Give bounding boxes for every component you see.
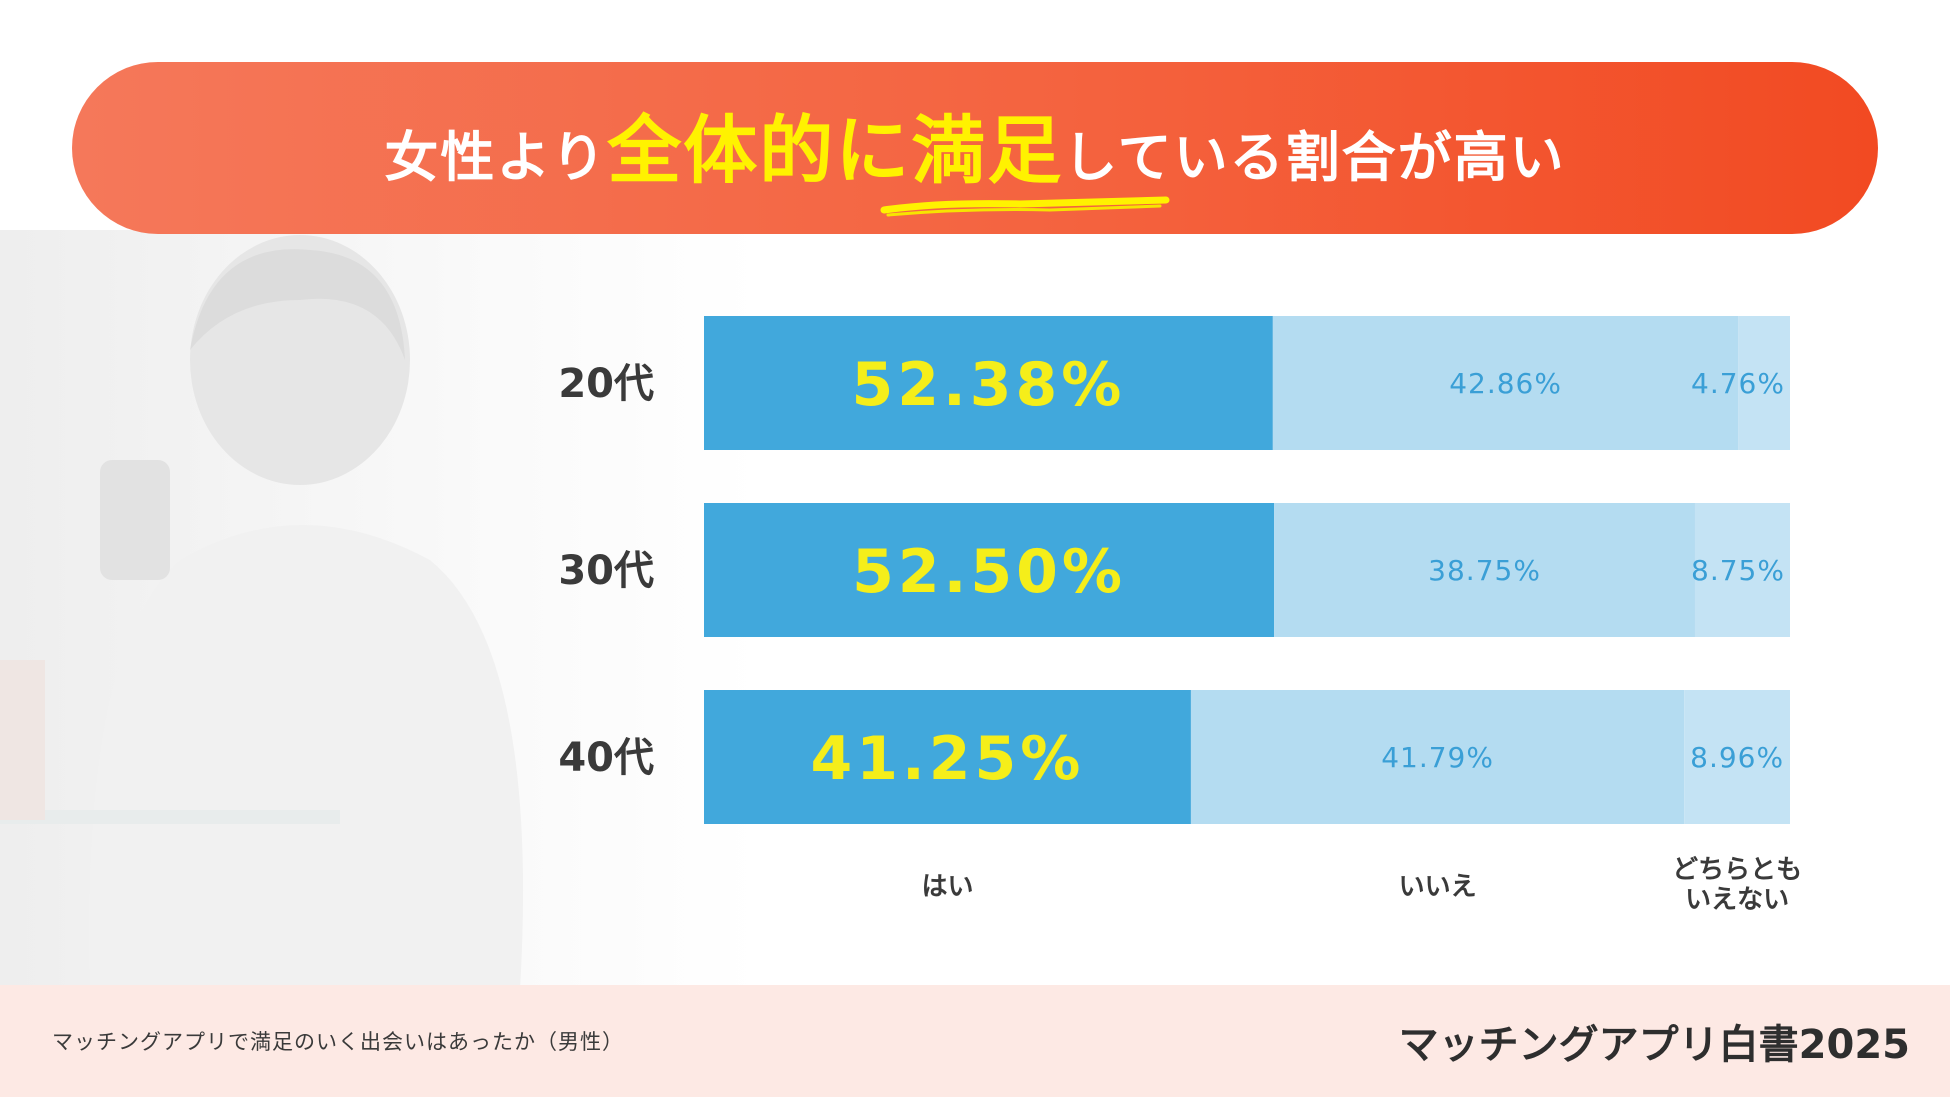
person-silhouette <box>0 235 524 990</box>
category-label: 30代 <box>558 548 654 594</box>
bar-segment <box>1684 690 1790 824</box>
footer-caption: マッチングアプリで満足のいく出会いはあったか（男性） <box>52 1030 624 1054</box>
title-prefix: 女性より <box>384 125 608 189</box>
bar-segment <box>1190 690 1685 824</box>
bar-segment <box>704 503 1275 637</box>
highlight-underline-stroke <box>880 196 1170 217</box>
data-label: 42.86% <box>1449 367 1562 400</box>
category-label: 40代 <box>558 735 654 781</box>
category-label: 20代 <box>558 361 654 407</box>
data-label: 4.76% <box>1691 367 1785 400</box>
data-label: 8.75% <box>1691 554 1785 587</box>
bar-segment <box>1274 503 1695 637</box>
bar-segment <box>704 316 1273 450</box>
footer <box>0 985 1950 1097</box>
footer-logo: マッチングアプリ白書2025 <box>1398 1022 1910 1068</box>
legend-label: いえない <box>1685 885 1789 915</box>
legend-label: いいえ <box>1399 872 1477 902</box>
page-title: 女性より全体的に満足している割合が高い <box>384 91 1565 198</box>
legend-label: はい <box>921 872 973 902</box>
data-label: 8.96% <box>1690 741 1784 774</box>
bar-segment <box>1738 316 1790 450</box>
title-suffix: している割合が高い <box>1063 125 1566 189</box>
data-label: 41.79% <box>1381 741 1494 774</box>
legend-label: どちらとも <box>1672 855 1802 885</box>
data-label: 41.25% <box>811 724 1085 794</box>
bar-segment <box>1694 503 1790 637</box>
data-label: 52.38% <box>851 350 1125 420</box>
data-label: 52.50% <box>852 537 1126 607</box>
bar-segment <box>1272 316 1739 450</box>
title-highlight: 全体的に満足 <box>607 107 1064 194</box>
bar-segment <box>704 690 1191 824</box>
data-label: 38.75% <box>1428 554 1541 587</box>
title-banner: 女性より全体的に満足している割合が高い <box>72 62 1878 234</box>
